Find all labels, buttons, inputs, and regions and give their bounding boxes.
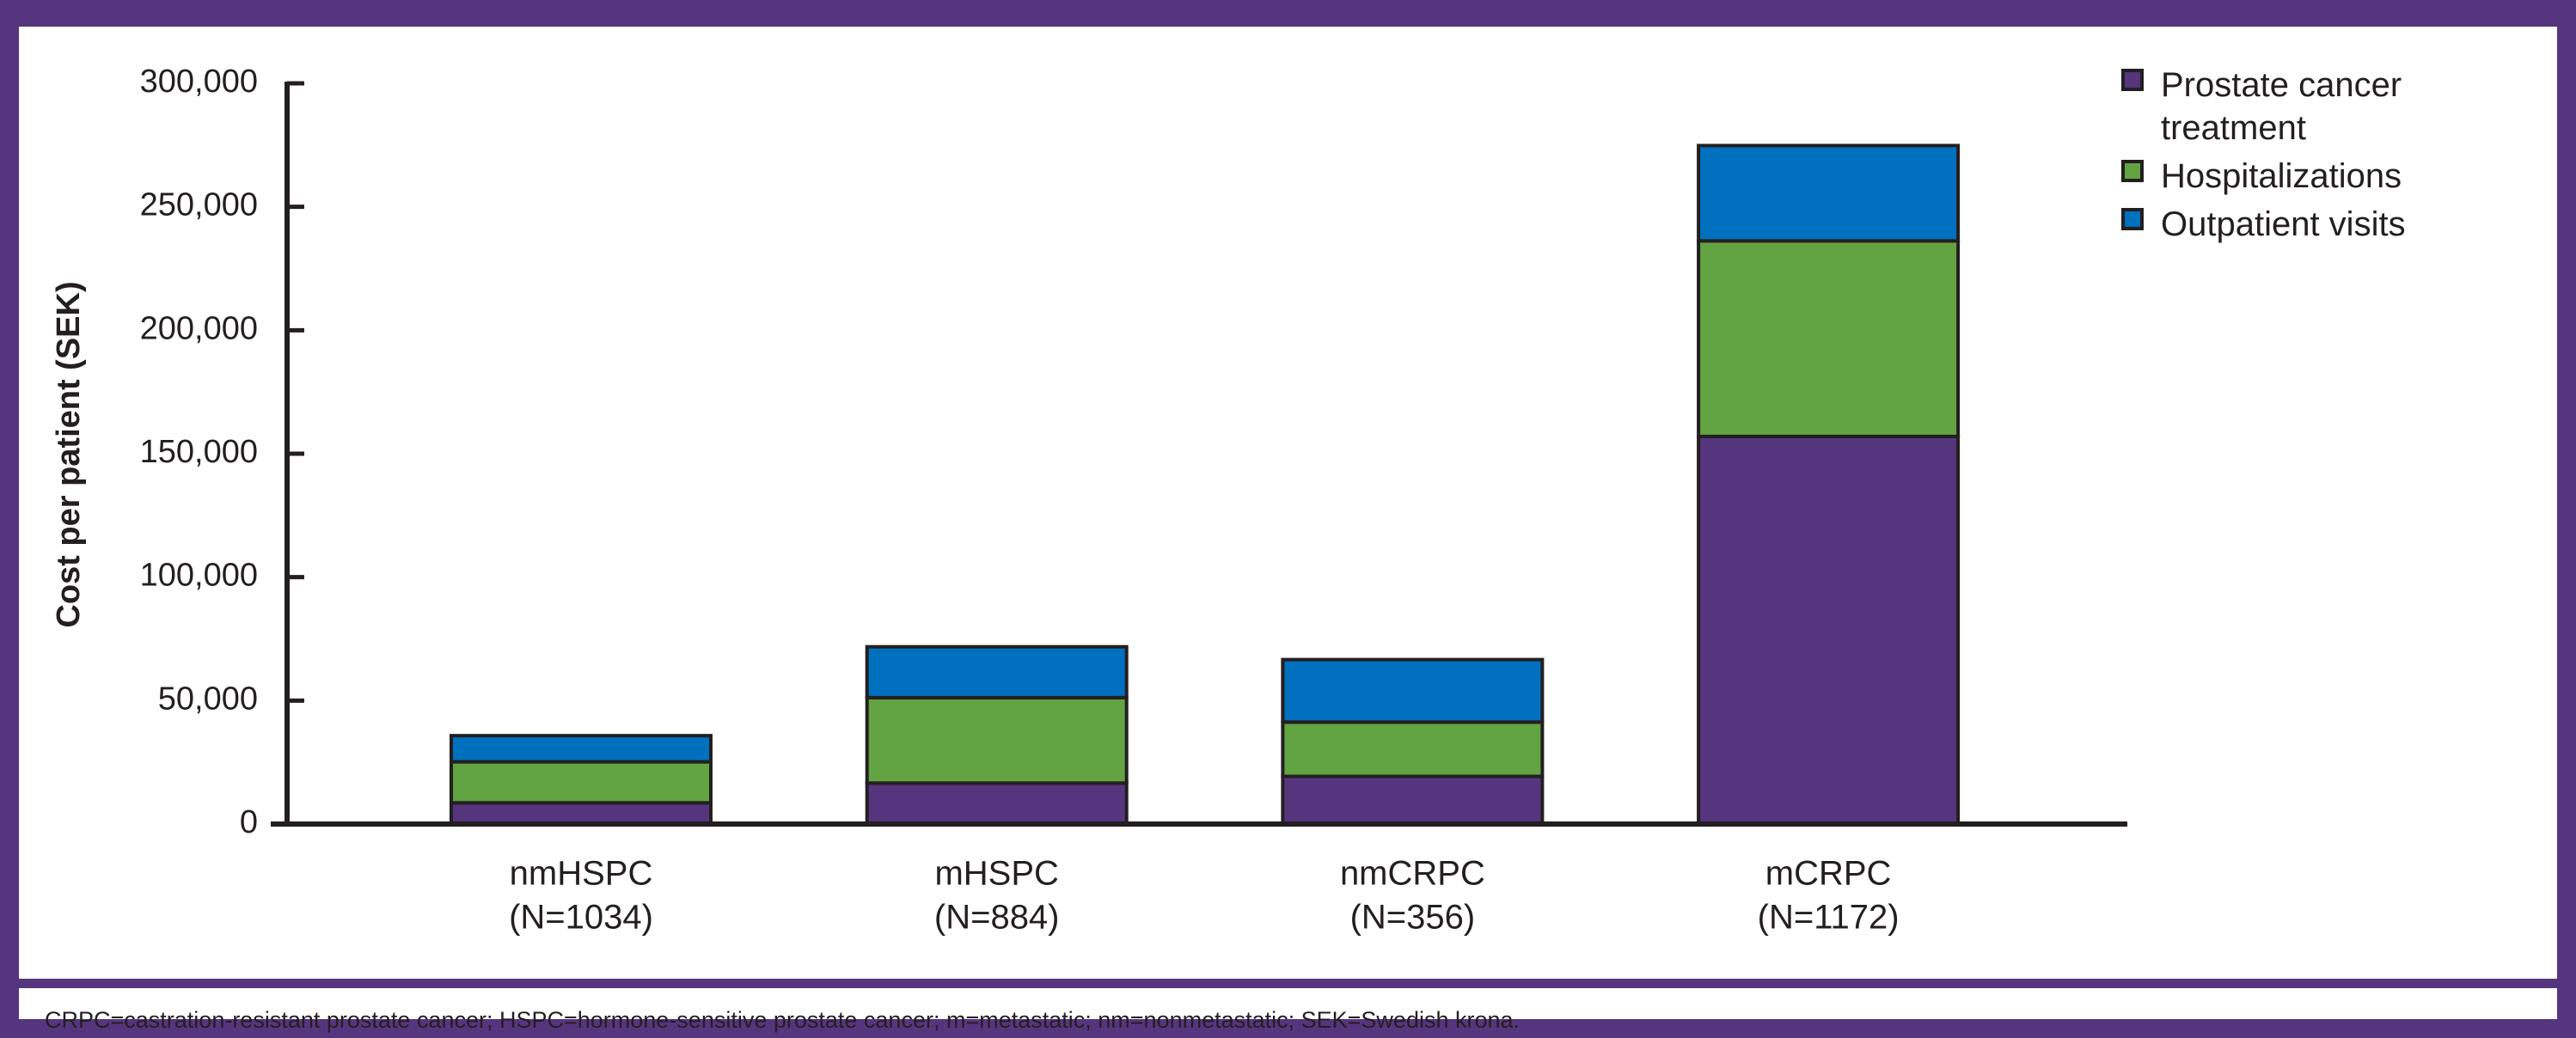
legend-item: Prostate cancer treatment [2121,64,2457,150]
x-tick-label: nmHSPC [510,855,653,893]
frame [0,8,2576,1038]
legend-label: Prostate cancer treatment [2161,66,2402,147]
x-tick-label: (N=1034) [509,899,653,937]
legend-swatch [2121,208,2144,230]
bar-segment [865,781,1129,827]
legend-item: Outpatient visits [2121,203,2457,246]
x-tick-label: (N=884) [934,899,1060,937]
y-axis-label: Cost per patient (SEK) [51,281,87,627]
bar-segment [1281,720,1545,778]
legend-swatch [2121,69,2144,91]
y-tick-label: 200,000 [140,310,258,346]
bar-segment [1697,434,1961,826]
bar-segment [1697,143,1961,243]
bar-segment [450,760,713,805]
y-tick-label: 250,000 [140,187,258,223]
footnote: CRPC=castration-resistant prostate cance… [45,1007,1521,1033]
y-tick-label: 300,000 [140,64,258,100]
y-tick-label: 150,000 [140,434,258,470]
bar-segment [865,695,1129,785]
legend-label: Outpatient visits [2161,205,2406,243]
bar-segment [865,644,1129,699]
y-tick-label: 100,000 [140,558,258,594]
y-tick-label: 50,000 [158,681,258,717]
bar-segment [1697,239,1961,438]
x-tick-label: (N=356) [1350,899,1476,937]
bar-segment [1281,774,1545,827]
legend-swatch [2121,160,2144,182]
bar-segment [450,734,713,764]
y-tick-label: 0 [240,804,258,840]
x-tick-label: nmCRPC [1340,855,1485,893]
x-tick-label: mCRPC [1765,855,1892,893]
bar-segment [1281,657,1545,724]
legend-item: Hospitalizations [2121,155,2457,198]
bar-segment [450,801,713,826]
legend: Prostate cancer treatment Hospitalization… [2121,64,2457,251]
legend-label: Hospitalizations [2161,157,2402,195]
x-tick-label: (N=1172) [1758,899,1900,937]
separator [0,979,2576,988]
x-tick-label: mHSPC [934,855,1058,893]
